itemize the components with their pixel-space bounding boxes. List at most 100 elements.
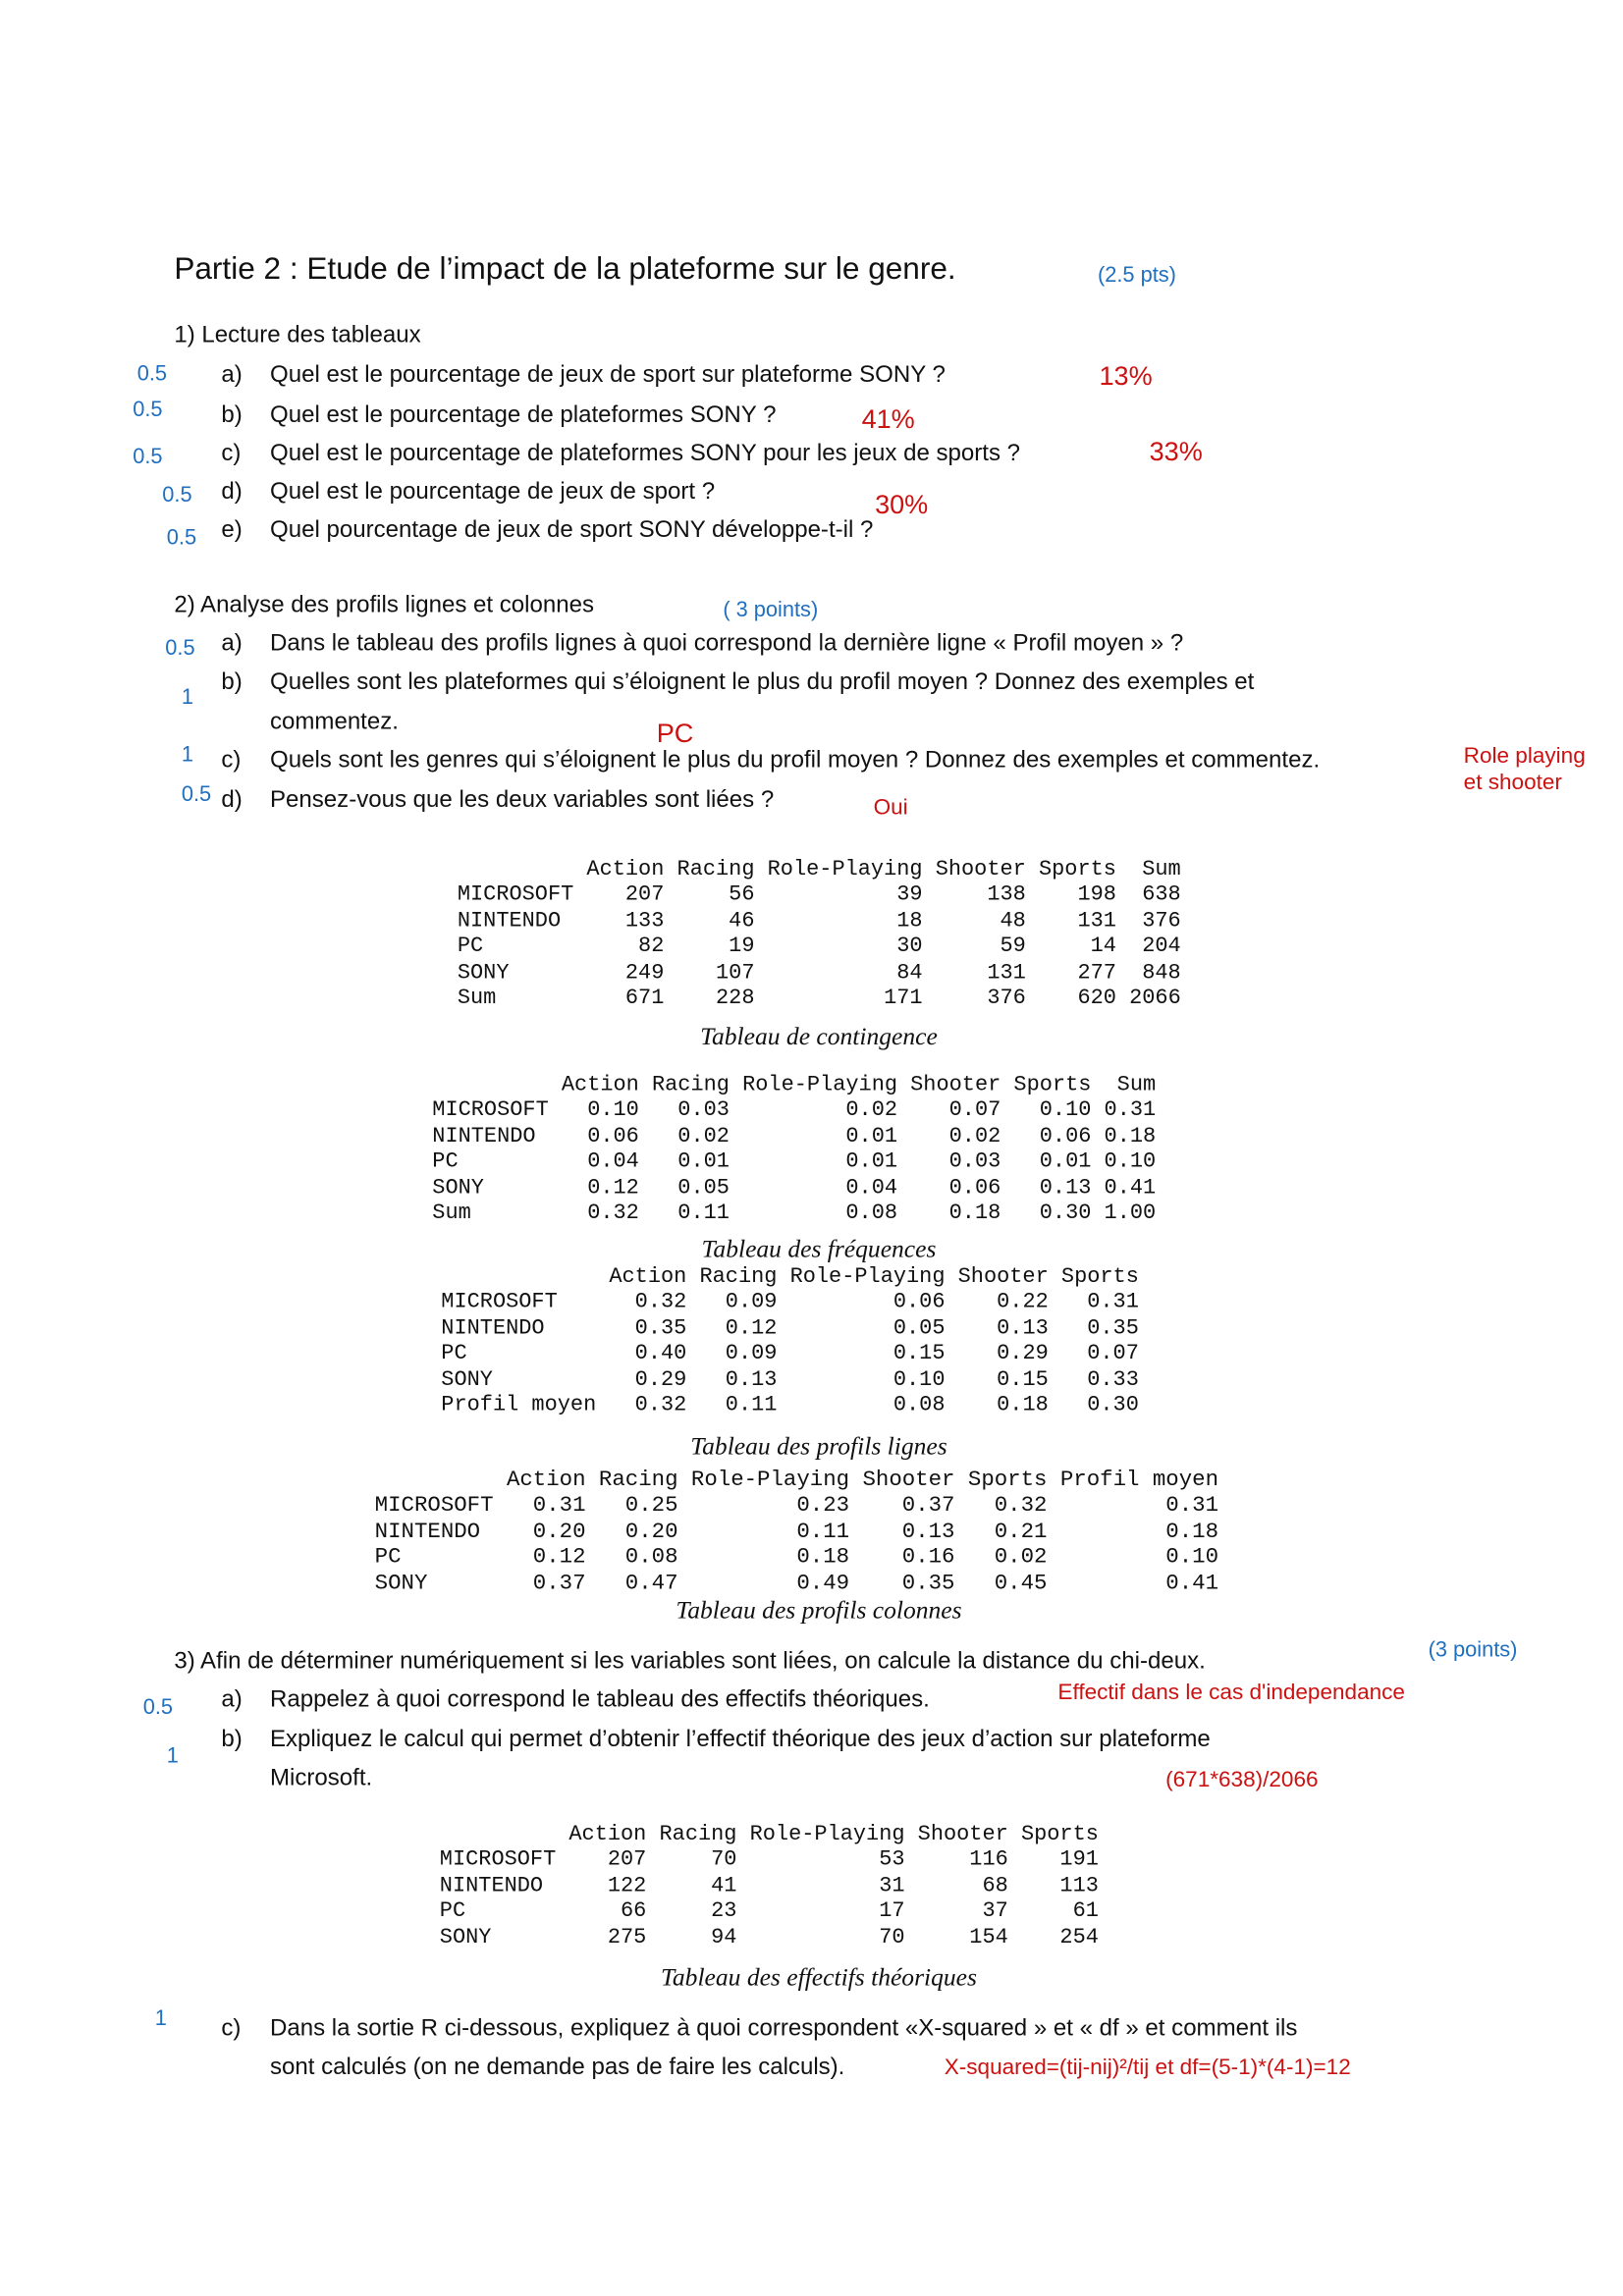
row-label: MICROSOFT	[441, 1291, 558, 1315]
table-row: SONY 0.29 0.13 0.10 0.15 0.33	[441, 1368, 1139, 1394]
table-cell: 0.12	[725, 1316, 778, 1341]
title-points: (2.5 pts)	[1098, 263, 1176, 289]
page-title: Partie 2 : Etude de l’impact de la plate…	[174, 251, 956, 287]
table-cell: 0.10	[1104, 1150, 1157, 1175]
row-profiles-table: Action Racing Role-Playing Shooter Sports MIC…	[441, 1265, 1139, 1419]
table-cell: 17	[879, 1899, 905, 1924]
row-label: PC	[457, 935, 484, 960]
row-label: PC	[441, 1342, 467, 1366]
table-cell: 0.18	[796, 1546, 850, 1571]
header-spacer	[458, 859, 573, 884]
table-cell: 82	[638, 935, 665, 960]
table-caption: Tableau de contingence	[700, 1022, 938, 1050]
table-cell: 84	[896, 961, 923, 986]
table-header-row: Action Racing Role-Playing Shooter Sports Sum	[432, 1074, 1156, 1099]
column-header: Shooter	[957, 1265, 1049, 1290]
question-text: Dans le tableau des profils lignes à quo…	[269, 631, 1184, 657]
table-cell: 0.05	[893, 1316, 946, 1341]
table-cell: 171	[884, 987, 923, 1011]
table-cell: 53	[879, 1848, 905, 1873]
answer: X-squared=(tij-nij)²/tij et df=(5-1)*(4-…	[944, 2055, 1351, 2080]
column-header: Role-Playing	[749, 1823, 905, 1847]
answer: 41%	[861, 403, 915, 434]
score: 0.5	[165, 637, 195, 662]
column-header: Sports	[1013, 1073, 1092, 1098]
score: 0.5	[181, 782, 212, 807]
section2-points: ( 3 points)	[723, 599, 819, 623]
row-label: SONY	[457, 961, 510, 986]
table-cell: 0.08	[624, 1546, 678, 1571]
table-cell: 671	[624, 987, 665, 1011]
table-cell: 0.11	[677, 1201, 730, 1226]
score: 1	[166, 1744, 179, 1769]
table-cell: 0.37	[901, 1494, 955, 1519]
table-cell: 39	[896, 883, 923, 908]
table-header-row: Action Racing Role-Playing Shooter Sports	[440, 1823, 1099, 1848]
column-header: Role-Playing	[690, 1468, 850, 1493]
table-cell: 0.15	[893, 1342, 946, 1366]
table-cell: 275	[607, 1925, 647, 1950]
answer: (671*638)/2066	[1165, 1767, 1319, 1792]
table-row: Sum 0.32 0.11 0.08 0.18 0.30 1.00	[432, 1202, 1156, 1228]
column-header: Role-Playing	[767, 858, 923, 882]
row-label: NINTENDO	[432, 1125, 536, 1149]
table-cell: 0.13	[725, 1367, 778, 1392]
table-cell: 23	[711, 1899, 737, 1924]
table-caption: Tableau des profils colonnes	[676, 1595, 962, 1625]
table-cell: 0.47	[624, 1572, 678, 1596]
table-row: MICROSOFT 207 56 39 138 198 638	[458, 884, 1181, 910]
table-cell: 0.32	[994, 1494, 1048, 1519]
table-cell: 0.18	[997, 1394, 1049, 1418]
question-text: Rappelez à quoi correspond le tableau de…	[269, 1687, 930, 1713]
table-cell: 0.45	[994, 1572, 1048, 1596]
column-header: Shooter	[910, 1073, 1001, 1098]
table-cell: 0.01	[1039, 1150, 1092, 1175]
table-cell: 0.02	[948, 1125, 1001, 1149]
question-letter: b)	[221, 669, 243, 695]
column-header: Action	[561, 1073, 639, 1098]
score: 0.5	[162, 483, 192, 507]
question-text: Quel est le pourcentage de plateformes S…	[269, 402, 777, 428]
row-label: PC	[374, 1546, 402, 1571]
column-header: Action	[568, 1823, 647, 1847]
question-letter: d)	[221, 479, 243, 505]
question-text-continued: Microsoft.	[269, 1765, 373, 1791]
table-cell: 0.10	[587, 1099, 639, 1124]
question-text: Dans la sortie R ci-dessous, expliquez à…	[269, 2016, 1298, 2042]
answer-continued: et shooter	[1463, 770, 1562, 795]
table-cell: 154	[969, 1925, 1008, 1950]
table-row: SONY 0.37 0.47 0.49 0.35 0.45 0.41	[375, 1572, 1218, 1597]
table-row: PC 66 23 17 37 61	[440, 1900, 1099, 1926]
table-cell: 0.15	[997, 1367, 1049, 1392]
table-cell: 0.16	[901, 1546, 955, 1571]
answer: 30%	[875, 489, 929, 519]
table-cell: 0.22	[997, 1291, 1049, 1315]
column-header: Racing	[699, 1265, 778, 1290]
table-cell: 0.35	[634, 1316, 687, 1341]
table-cell: 0.07	[1087, 1342, 1139, 1366]
table-cell: 0.13	[997, 1316, 1049, 1341]
table-row: Profil moyen 0.32 0.11 0.08 0.18 0.30	[441, 1394, 1139, 1419]
column-header: Sports	[1038, 858, 1116, 882]
table-cell: 0.32	[587, 1201, 639, 1226]
column-header: Action	[609, 1265, 687, 1290]
table-cell: 0.33	[1087, 1367, 1139, 1392]
column-profiles-table: Action Racing Role-Playing Shooter Sports Pro…	[375, 1469, 1218, 1598]
table-cell: 0.32	[634, 1394, 687, 1418]
table-row: NINTENDO 133 46 18 48 131 376	[458, 910, 1181, 935]
question-text: Quelles sont les plateformes qui s’éloig…	[269, 669, 1255, 695]
table-cell: 0.04	[587, 1150, 639, 1175]
table-cell: 0.29	[634, 1367, 687, 1392]
table-cell: 0.01	[677, 1150, 730, 1175]
table-row: NINTENDO 122 41 31 68 113	[440, 1875, 1099, 1900]
column-header: Role-Playing	[789, 1265, 946, 1290]
table-cell: 0.35	[1087, 1316, 1139, 1341]
table-cell: 0.11	[796, 1521, 850, 1545]
score: 0.5	[166, 526, 197, 551]
score: 0.5	[133, 445, 163, 469]
table-cell: 113	[1059, 1874, 1099, 1898]
question-text-continued: commentez.	[269, 709, 399, 735]
table-cell: 131	[1077, 909, 1116, 934]
table-cell: 0.07	[948, 1099, 1001, 1124]
